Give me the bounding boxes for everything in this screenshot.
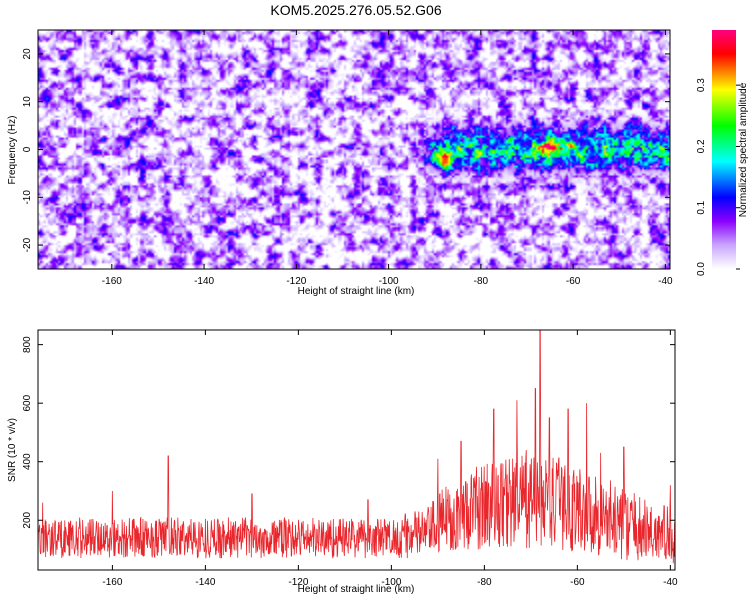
x-tick-label: -80 bbox=[474, 276, 489, 287]
snr-frame bbox=[37, 329, 676, 571]
snr-y-label: SNR (10 * v/v) bbox=[7, 418, 18, 482]
colorbar-tick-label: 0.0 bbox=[696, 262, 707, 276]
y-tick-label: 800 bbox=[22, 336, 33, 353]
colorbar-tick-label: 0.1 bbox=[696, 200, 707, 214]
y-tick-label: 0 bbox=[22, 146, 33, 152]
y-tick-label: -10 bbox=[22, 190, 33, 205]
x-tick-label: -140 bbox=[194, 276, 214, 287]
x-tick-label: -40 bbox=[663, 577, 678, 588]
y-tick-label: 10 bbox=[22, 96, 33, 108]
y-tick-label: 400 bbox=[22, 453, 33, 470]
x-tick-label: -120 bbox=[288, 577, 308, 588]
colorbar-tick-label: 0.2 bbox=[696, 139, 707, 153]
colorbar-gradient bbox=[712, 30, 736, 269]
x-tick-label: -40 bbox=[658, 276, 673, 287]
spectrogram-y-label: Frequency (Hz) bbox=[7, 116, 18, 185]
y-tick-label: -20 bbox=[22, 237, 33, 252]
colorbar-tick-label: 0.3 bbox=[696, 78, 707, 92]
chart-title: KOM5.2025.276.05.52.G06 bbox=[270, 2, 441, 18]
x-tick-label: -140 bbox=[195, 577, 215, 588]
x-tick-label: -120 bbox=[286, 276, 306, 287]
snr-panel: -160 -140 -120 -100 -80 -60 -40 200 400 600 800 H… bbox=[7, 329, 678, 595]
colorbar: 0.0 0.1 0.2 0.3 Normalized spectral amplitu… bbox=[696, 30, 749, 276]
snr-series-line bbox=[38, 330, 675, 564]
x-tick-label: -160 bbox=[102, 577, 122, 588]
x-tick-label: -60 bbox=[566, 276, 581, 287]
spectrogram-x-label: Height of straight line (km) bbox=[298, 286, 415, 297]
snr-x-label: Height of straight line (km) bbox=[298, 584, 415, 595]
y-tick-label: 600 bbox=[22, 394, 33, 411]
spectrogram-heatmap bbox=[38, 30, 670, 269]
snr-x-ticks: -160 -140 -120 -100 -80 -60 -40 bbox=[102, 330, 678, 588]
x-tick-label: -60 bbox=[570, 577, 585, 588]
spectrogram-x-ticks: -160 -140 -120 -100 -80 -60 -40 bbox=[102, 30, 673, 287]
x-tick-label: -80 bbox=[477, 577, 492, 588]
x-tick-label: -100 bbox=[379, 276, 399, 287]
x-tick-label: -160 bbox=[102, 276, 122, 287]
snr-y-ticks: 200 400 600 800 bbox=[22, 336, 675, 529]
colorbar-label: Normalized spectral amplitude bbox=[738, 82, 749, 217]
spectrogram-y-ticks: -20 -10 0 10 20 bbox=[22, 48, 670, 252]
x-tick-label: -100 bbox=[381, 577, 401, 588]
colorbar-ticks: 0.0 0.1 0.2 0.3 bbox=[696, 78, 740, 276]
y-tick-label: 200 bbox=[22, 511, 33, 528]
y-tick-label: 20 bbox=[22, 48, 33, 60]
